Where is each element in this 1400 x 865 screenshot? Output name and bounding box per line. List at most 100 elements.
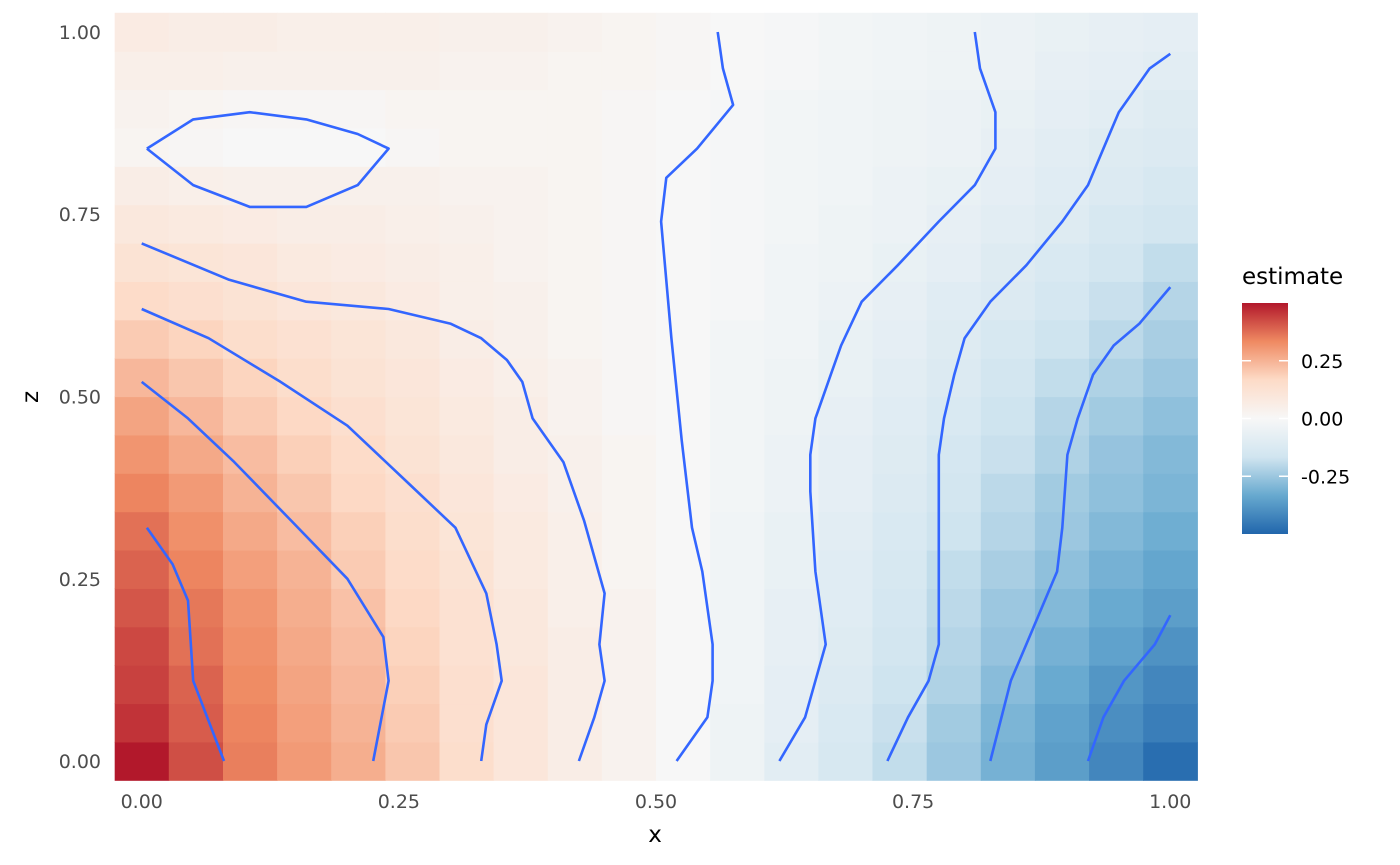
heatmap-tile <box>547 396 603 436</box>
heatmap-tile <box>547 358 603 398</box>
x-tick-label: 1.00 <box>1149 791 1191 813</box>
heatmap-tile <box>493 204 549 244</box>
heatmap-tile <box>1089 434 1144 474</box>
heatmap-tile <box>818 127 874 167</box>
heatmap-tile <box>168 511 224 551</box>
heatmap-tile <box>168 319 224 359</box>
heatmap-tile <box>980 703 1036 743</box>
heatmap-tile <box>710 741 765 781</box>
heatmap-tile <box>1143 319 1198 359</box>
heatmap-tile <box>168 549 224 589</box>
heatmap-tile <box>331 588 386 628</box>
heatmap-tile <box>493 127 549 167</box>
heatmap-tile <box>656 703 711 743</box>
heatmap-tile <box>439 549 495 589</box>
heatmap-tile <box>601 51 657 91</box>
heatmap-tile <box>926 473 982 513</box>
heatmap-tile <box>710 626 765 666</box>
heatmap-tile <box>1089 703 1144 743</box>
legend-ticks: 0.25 0.00 -0.25 <box>1242 351 1350 488</box>
heatmap-tile <box>114 204 170 244</box>
heatmap-tile <box>764 51 820 91</box>
heatmap-tile <box>1143 665 1198 705</box>
heatmap-tile <box>710 396 765 436</box>
heatmap-tile <box>764 243 820 282</box>
heatmap-tile <box>764 281 820 321</box>
heatmap-tile <box>980 319 1036 359</box>
heatmap-tile <box>331 51 386 91</box>
heatmap-tile <box>547 741 603 781</box>
heatmap-tile <box>601 127 657 167</box>
heatmap-tile <box>547 127 603 167</box>
heatmap-tile <box>656 12 711 52</box>
heatmap-tile <box>385 243 441 282</box>
heatmap-tile <box>818 588 874 628</box>
heatmap-tile <box>277 204 332 244</box>
heatmap-tile <box>980 626 1036 666</box>
heatmap-tile <box>222 243 278 282</box>
heatmap-tile <box>926 166 982 206</box>
y-tick-label: 0.00 <box>59 751 101 773</box>
contour-line <box>886 52 1172 762</box>
contour-line <box>146 110 390 209</box>
heatmap-tile <box>1034 51 1090 91</box>
heatmap-tile <box>1034 204 1090 244</box>
heatmap-tile <box>114 434 170 474</box>
heatmap-tile <box>818 511 874 551</box>
contour-line <box>141 307 504 762</box>
heatmap-tile <box>1143 51 1198 91</box>
heatmap-tile <box>872 434 928 474</box>
heatmap-tile <box>601 511 657 551</box>
heatmap-tile <box>222 51 278 91</box>
heatmap-tile <box>764 396 820 436</box>
heatmap-tile <box>818 703 874 743</box>
heatmap-tile <box>277 127 332 167</box>
contour-line <box>989 286 1172 762</box>
y-tick-label: 0.50 <box>59 387 101 409</box>
heatmap-tile <box>493 281 549 321</box>
heatmap-tile <box>1089 89 1144 129</box>
heatmap-tile <box>547 626 603 666</box>
heatmap-tile <box>277 473 332 513</box>
heatmap-tile <box>1089 358 1144 398</box>
heatmap-tile <box>114 358 170 398</box>
heatmap-tile <box>818 204 874 244</box>
heatmap-tile <box>872 51 928 91</box>
heatmap-tile <box>764 703 820 743</box>
heatmap-tile <box>980 166 1036 206</box>
heatmap-tile <box>114 281 170 321</box>
heatmap-tile <box>168 281 224 321</box>
x-axis-title: x <box>648 822 662 848</box>
legend-tick-label: 0.00 <box>1301 409 1343 431</box>
heatmap-tile <box>493 243 549 282</box>
heatmap-tile <box>1143 166 1198 206</box>
heatmap-tile <box>385 396 441 436</box>
heatmap-tile <box>222 89 278 129</box>
heatmap-tile <box>168 243 224 282</box>
heatmap-tile <box>872 549 928 589</box>
heatmap-tile <box>656 741 711 781</box>
y-tick-label: 1.00 <box>59 22 101 44</box>
heatmap-tile <box>114 473 170 513</box>
heatmap-tile <box>439 626 495 666</box>
heatmap-tile <box>547 434 603 474</box>
heatmap-tile <box>656 665 711 705</box>
heatmap-tile <box>277 626 332 666</box>
heatmap-tile <box>980 434 1036 474</box>
heatmap-tile <box>114 396 170 436</box>
heatmap-tile <box>1089 281 1144 321</box>
heatmap-tile <box>1143 89 1198 129</box>
heatmap-tile <box>493 51 549 91</box>
heatmap-tile <box>331 12 386 52</box>
contour-line <box>1086 614 1172 762</box>
heatmap-tile <box>926 549 982 589</box>
heatmap-tile <box>1089 511 1144 551</box>
heatmap-tile <box>1089 665 1144 705</box>
y-tick-label: 0.75 <box>59 204 101 226</box>
heatmap-tile <box>439 396 495 436</box>
heatmap-tile <box>114 741 170 781</box>
heatmap-tile <box>601 665 657 705</box>
heatmap-tile <box>222 511 278 551</box>
heatmap-tile <box>1034 319 1090 359</box>
heatmap-tile <box>277 319 332 359</box>
